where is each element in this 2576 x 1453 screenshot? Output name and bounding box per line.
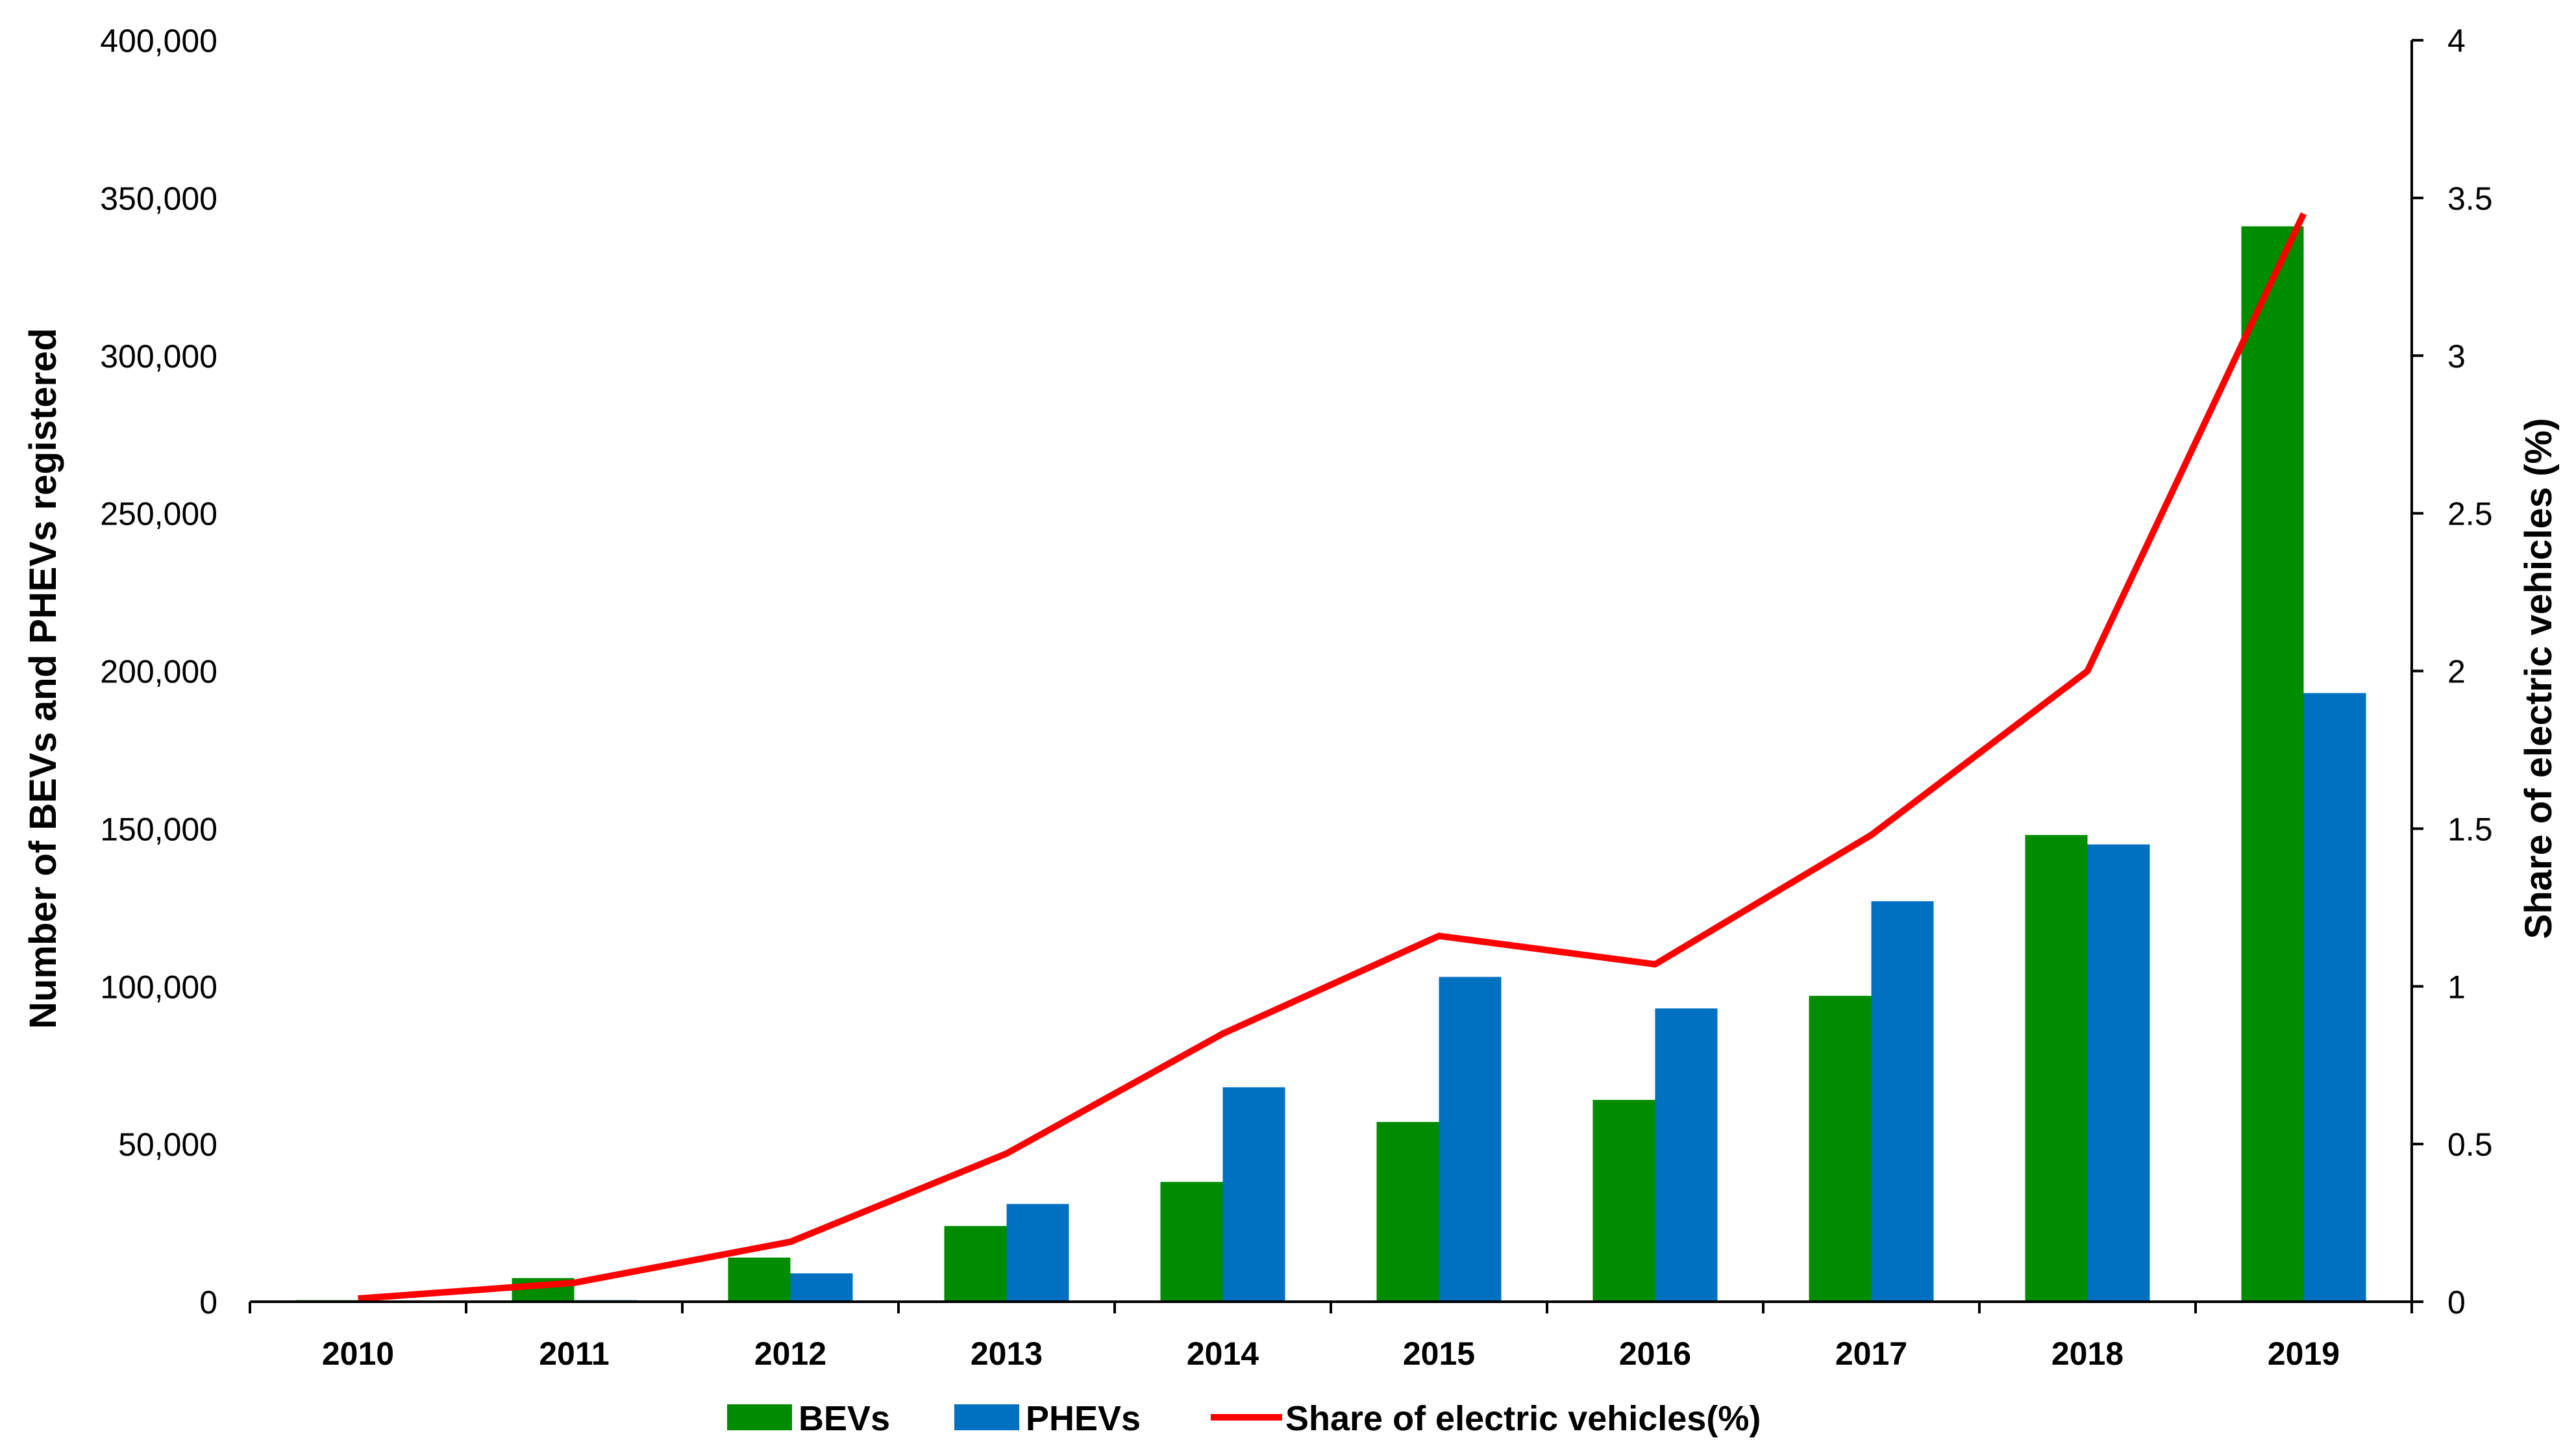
y-tick-label-right: 4 xyxy=(2447,23,2466,59)
legend-label-bevs: BEVs xyxy=(799,1399,890,1438)
x-tick-label-2018: 2018 xyxy=(2051,1335,2124,1372)
legend: BEVs PHEVs Share of electric vehicles(%) xyxy=(727,1399,1761,1438)
y-tick-label-left: 200,000 xyxy=(100,654,217,690)
bar-phevs-2016 xyxy=(1655,1008,1718,1302)
y-axis-title-left: Number of BEVs and PHEVs registered xyxy=(22,328,64,1029)
y-tick-label-right: 3.5 xyxy=(2447,180,2493,217)
y-tick-label-left: 0 xyxy=(199,1284,217,1321)
bar-bevs-2014 xyxy=(1160,1182,1223,1302)
bar-bevs-2016 xyxy=(1592,1100,1655,1302)
y-tick-label-right: 1.5 xyxy=(2447,811,2493,847)
x-tick-label-2011: 2011 xyxy=(539,1335,609,1372)
y-tick-label-left: 50,000 xyxy=(118,1126,217,1163)
bar-phevs-2019 xyxy=(2303,693,2366,1302)
y-tick-label-right: 3 xyxy=(2447,338,2466,375)
y-tick-label-left: 150,000 xyxy=(100,811,217,847)
bar-bevs-2019 xyxy=(2241,226,2304,1302)
bar-bevs-2015 xyxy=(1376,1122,1439,1302)
line-share-of-electric-vehicles xyxy=(358,212,2307,1302)
line-layer xyxy=(358,212,2307,1302)
bar-phevs-2013 xyxy=(1006,1204,1069,1302)
x-tick-label-2016: 2016 xyxy=(1619,1335,1691,1372)
y-tick-label-left: 100,000 xyxy=(100,969,217,1005)
y-tick-label-left: 350,000 xyxy=(100,180,217,217)
x-tick-label-2017: 2017 xyxy=(1835,1335,1907,1372)
x-tick-label-2012: 2012 xyxy=(754,1335,826,1372)
bar-phevs-2017 xyxy=(1871,901,1934,1302)
y-tick-label-right: 2.5 xyxy=(2447,496,2493,532)
x-tick-label-2010: 2010 xyxy=(322,1335,394,1372)
bar-bevs-2013 xyxy=(944,1226,1007,1302)
legend-label-share: Share of electric vehicles(%) xyxy=(1285,1399,1761,1438)
legend-swatch-phevs xyxy=(954,1404,1019,1430)
x-tick-label-2013: 2013 xyxy=(971,1335,1043,1372)
bar-phevs-2014 xyxy=(1222,1087,1285,1302)
bar-phevs-2012 xyxy=(790,1273,853,1302)
legend-swatch-bevs xyxy=(727,1404,792,1430)
y-tick-label-left: 250,000 xyxy=(100,496,217,532)
y-axis-title-right: Share of electric vehicles (%) xyxy=(2518,418,2560,939)
bar-bevs-2012 xyxy=(728,1257,791,1302)
legend-label-phevs: PHEVs xyxy=(1026,1399,1141,1438)
y-tick-label-right: 1 xyxy=(2447,969,2466,1005)
x-tick-label-2019: 2019 xyxy=(2268,1335,2340,1372)
x-tick-label-2015: 2015 xyxy=(1403,1335,1475,1372)
bar-phevs-2015 xyxy=(1439,976,1502,1302)
y-tick-label-right: 0.5 xyxy=(2447,1126,2493,1163)
axes-layer: 0 50,000 100,000 150,000 200,000 250,000 300,0… xyxy=(100,23,2492,1372)
bars-layer xyxy=(295,226,2366,1302)
bar-bevs-2017 xyxy=(1809,995,1872,1302)
y-tick-label-right: 2 xyxy=(2447,654,2466,690)
y-tick-label-left: 400,000 xyxy=(100,23,217,59)
bar-bevs-2018 xyxy=(2025,835,2088,1302)
x-tick-label-2014: 2014 xyxy=(1187,1335,1259,1372)
y-tick-label-left: 300,000 xyxy=(100,338,217,375)
y-tick-label-right: 0 xyxy=(2447,1284,2466,1321)
bar-phevs-2018 xyxy=(2087,844,2150,1302)
